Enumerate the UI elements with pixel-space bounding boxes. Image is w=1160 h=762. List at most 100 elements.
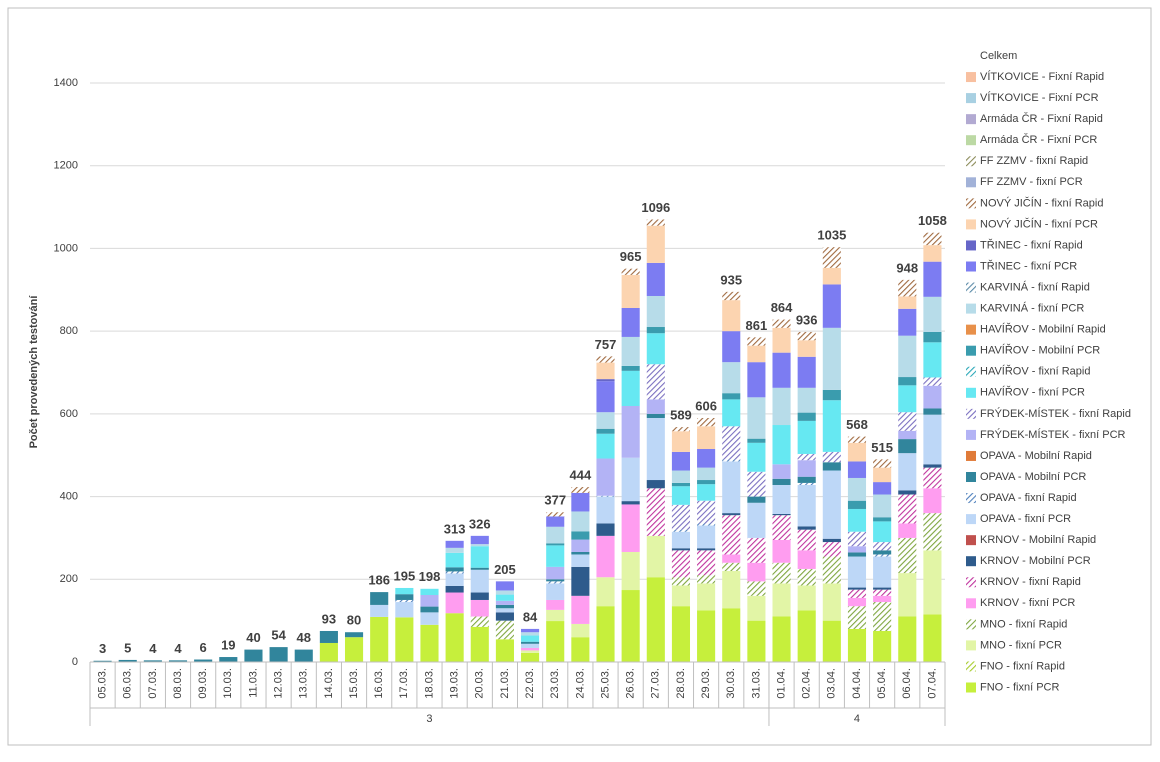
legend-label: KRNOV - fixní PCR [980,597,1075,609]
x-tick-label: 03.04. [826,668,838,699]
bar-segment [697,610,716,662]
bar-segment [898,616,917,662]
bar-segment [646,577,665,662]
legend-label: NOVÝ JIČÍN - fixní Rapid [980,196,1103,209]
bar-segment [822,583,841,621]
bar-segment [395,599,414,603]
group-label: 4 [854,713,860,725]
bar-segment [521,635,540,642]
total-label: 444 [570,467,592,482]
bar-segment [370,592,389,605]
legend-label: NOVÝ JIČÍN - fixní PCR [980,217,1098,230]
total-label: 861 [746,318,768,333]
bar-segment [596,356,615,363]
bar-segment [495,594,514,601]
bar-segment [344,637,364,662]
bar-segment [621,457,640,502]
x-tick-label: 09.03. [197,668,209,699]
bar-segment [344,632,364,638]
bar-segment [797,453,816,461]
bar-segment [847,461,867,478]
legend-label: FNO - fixní Rapid [980,660,1065,672]
bar-segment [621,590,640,662]
legend-swatch [966,219,976,230]
bar-segment [923,414,942,465]
bar-segment [772,583,791,617]
bar-segment [722,426,741,460]
bar-segment [722,300,741,332]
bar-segment [847,552,867,557]
bar-segment [671,550,691,578]
bar-segment [646,219,665,226]
bar-segment [596,428,615,434]
bar-segment [596,495,615,497]
bar-segment [797,476,816,483]
bar-segment [571,637,590,662]
bar-segment [722,608,741,662]
bar-segment [470,535,489,545]
legend-swatch [966,198,976,209]
bar-segment [898,439,917,454]
bar-segment [822,327,841,390]
legend-swatch [966,240,976,251]
bar-segment [571,566,590,596]
legend-swatch [966,535,976,546]
x-tick-label: 12.03. [273,668,285,699]
legend-label: FRÝDEK-MÍSTEK - fixní Rapid [980,407,1131,420]
legend-swatch [966,135,976,146]
bar-segment [596,458,615,496]
x-tick-label: 26.03. [625,668,637,699]
legend-swatch [966,682,976,693]
bar-segment [847,628,867,662]
bar-segment [772,425,791,465]
x-tick-label: 27.03. [650,668,662,699]
bar-segment [822,284,841,328]
bar-segment [797,356,816,388]
legend-label: OPAVA - Mobilní Rapid [980,450,1092,462]
bar-segment [646,535,665,578]
bar-segment [671,427,691,432]
total-label: 186 [368,573,390,588]
legend-label: HAVÍŘOV - Mobilní Rapid [980,323,1106,336]
legend-label: HAVÍŘOV - fixní Rapid [980,365,1090,378]
bar-segment [873,589,892,596]
total-label: 198 [419,569,441,584]
bar-segment [445,571,464,574]
y-tick-label: 800 [60,325,78,337]
bar-segment [395,602,414,618]
bar-segment [596,577,615,607]
x-tick-label: 31.03. [750,668,762,699]
legend-label: TŘINEC - fixní Rapid [980,238,1083,251]
bar-segment [847,587,867,590]
bar-segment [797,550,816,569]
bar-segment [797,610,816,662]
bar-segment [546,512,565,517]
bar-segment [495,639,514,662]
total-label: 864 [771,300,793,315]
bar-segment [747,471,766,497]
bar-segment [797,482,816,485]
x-tick-label: 08.03. [172,668,184,699]
bar-segment [923,614,942,662]
legend-label: KRNOV - Mobilní PCR [980,555,1091,567]
bar-segment [546,581,565,584]
bar-segment [546,579,565,582]
bar-segment [923,408,942,415]
bar-segment [470,626,489,662]
bar-segment [596,535,615,578]
bar-segment [621,268,640,275]
bar-segment [621,504,640,552]
bar-segment [521,650,540,653]
bar-segment [847,477,867,501]
bar-segment [747,562,766,582]
bar-segment [596,379,615,382]
x-tick-label: 11.03. [247,668,259,698]
bar-segment [898,494,917,524]
total-label: 326 [469,516,491,531]
legend-label: FNO - fixní PCR [980,681,1060,693]
bar-segment [923,467,942,489]
bar-segment [722,461,741,514]
bar-segment [747,502,766,538]
bar-segment [596,412,615,429]
bar-segment [646,480,665,489]
